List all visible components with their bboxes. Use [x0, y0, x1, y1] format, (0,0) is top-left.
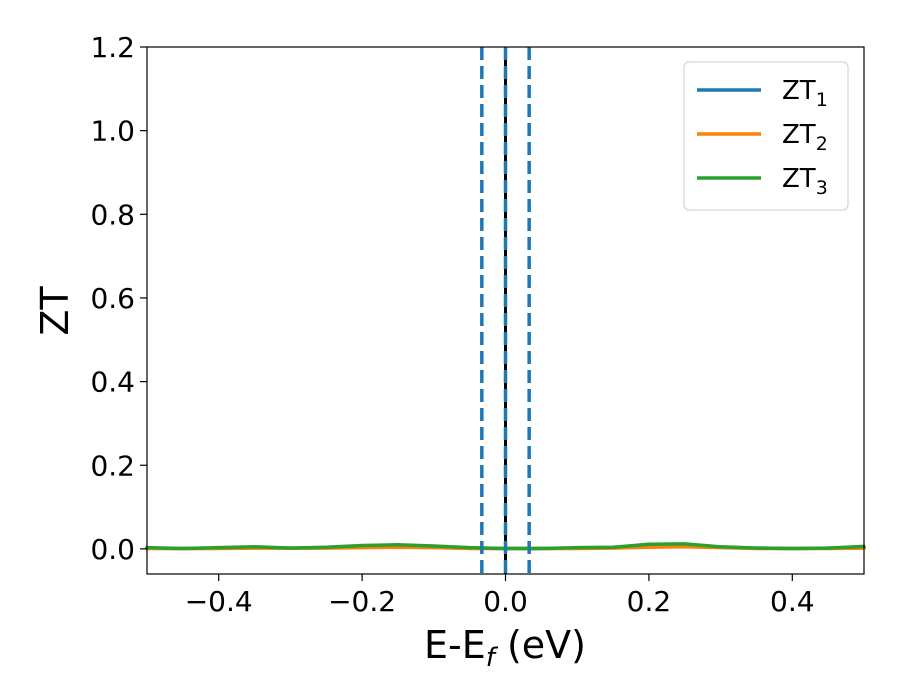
data-layer — [145, 47, 866, 574]
x-tick-label: 0.4 — [770, 585, 815, 618]
y-tick-label: 1.0 — [90, 115, 135, 148]
legend-label-zt1: ZT1 — [782, 76, 828, 111]
x-tick-label: −0.2 — [328, 585, 396, 618]
x-tick-label: 0.2 — [627, 585, 672, 618]
y-tick-label: 0.8 — [90, 198, 135, 231]
y-axis-label: ZT — [33, 286, 77, 336]
legend-label-zt2: ZT2 — [782, 120, 828, 155]
legend: ZT1 ZT2 ZT3 — [683, 61, 849, 211]
x-axis-label: E-Ef (eV) — [424, 623, 586, 673]
legend-label-zt3: ZT3 — [782, 164, 828, 199]
x-axis-label-unit: (eV) — [495, 623, 586, 667]
y-tick-label: 1.2 — [90, 31, 135, 64]
y-axis: 0.0 0.2 0.4 0.6 0.8 1.0 1.2 — [90, 31, 147, 566]
x-axis: −0.4 −0.2 0.0 0.2 0.4 — [185, 574, 815, 618]
y-tick-label: 0.2 — [90, 449, 135, 482]
x-axis-label-main: E-E — [424, 623, 486, 667]
legend-box — [683, 61, 849, 211]
y-tick-label: 0.6 — [90, 282, 135, 315]
y-tick-label: 0.0 — [90, 533, 135, 566]
x-tick-label: 0.0 — [483, 585, 528, 618]
y-tick-label: 0.4 — [90, 366, 135, 399]
x-tick-label: −0.4 — [185, 585, 253, 618]
